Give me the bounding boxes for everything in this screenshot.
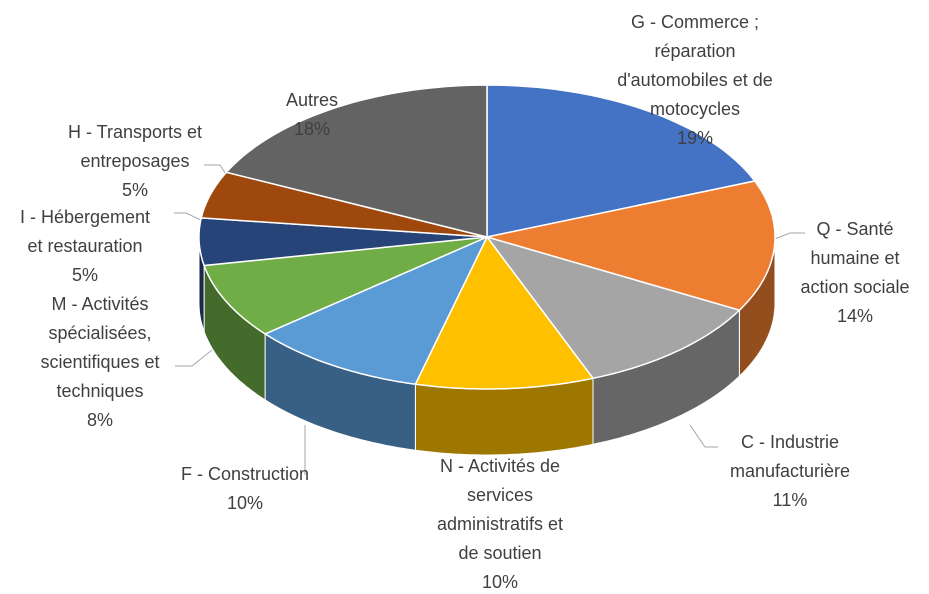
slice-label: M - Activités spécialisées, scientifique… xyxy=(25,290,175,435)
pie-slice xyxy=(414,236,594,390)
percent-label: 10% xyxy=(226,493,264,513)
pie-slice xyxy=(200,171,488,238)
slice-label: N - Activités de services administratifs… xyxy=(425,452,575,594)
category-label: C - Industrie manufacturière xyxy=(729,432,851,481)
slice-label: F - Construction 10% xyxy=(165,460,325,518)
percent-label: 5% xyxy=(71,265,98,285)
leader-line xyxy=(689,424,718,448)
slice-label: I - Hébergement et restauration 5% xyxy=(15,203,155,290)
leader-line xyxy=(174,212,206,223)
category-label: F - Construction xyxy=(180,464,310,484)
category-label: H - Transports et entreposages xyxy=(67,122,203,171)
category-label: N - Activités de services administratifs… xyxy=(436,456,564,563)
pie-slice xyxy=(203,236,488,335)
pie-slice xyxy=(486,180,776,311)
pie-slice xyxy=(264,236,488,385)
pie-slice xyxy=(225,84,488,238)
pie-side xyxy=(414,377,594,456)
category-label: Autres xyxy=(285,90,339,110)
leader-line xyxy=(771,232,805,241)
percent-label: 5% xyxy=(121,180,148,200)
leader-line xyxy=(175,349,213,367)
percent-label: 11% xyxy=(772,490,808,510)
slice-label: Autres 18% xyxy=(262,86,362,144)
percent-label: 14% xyxy=(836,306,874,326)
pie-slice xyxy=(486,236,741,380)
percent-label: 8% xyxy=(86,410,113,430)
category-label: Q - Santé humaine et action sociale xyxy=(800,219,910,297)
slice-label: C - Industrie manufacturière 11% xyxy=(723,428,858,515)
percent-label: 19% xyxy=(676,128,714,148)
percent-label: 10% xyxy=(481,572,519,592)
category-label: M - Activités spécialisées, scientifique… xyxy=(40,294,160,401)
slice-label: G - Commerce ; réparation d'automobiles … xyxy=(610,8,780,153)
category-label: I - Hébergement et restauration xyxy=(19,207,151,256)
percent-label: 18% xyxy=(293,119,331,139)
category-label: G - Commerce ; réparation d'automobiles … xyxy=(617,12,773,119)
slice-label: H - Transports et entreposages 5% xyxy=(60,118,210,205)
pie-slice xyxy=(486,84,756,238)
pie-slice xyxy=(198,217,488,267)
slice-label: Q - Santé humaine et action sociale 14% xyxy=(793,215,918,331)
